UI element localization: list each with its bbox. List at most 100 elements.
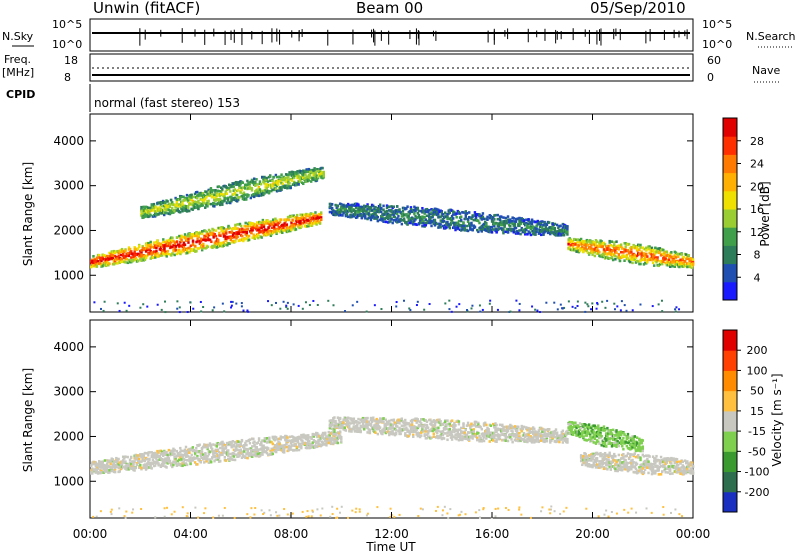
data-cell — [225, 459, 227, 462]
data-cell — [347, 416, 349, 419]
data-cell — [636, 246, 638, 249]
data-cell — [357, 203, 359, 206]
data-cell — [231, 305, 233, 307]
data-cell — [483, 218, 485, 221]
data-cell — [390, 218, 392, 221]
data-cell — [202, 306, 204, 308]
data-cell — [675, 311, 677, 313]
data-cell — [588, 252, 590, 255]
data-cell — [613, 303, 615, 305]
data-cell — [128, 305, 130, 307]
data-cell — [174, 254, 176, 257]
data-cell — [396, 301, 398, 303]
data-cell — [239, 191, 241, 194]
data-cell — [224, 243, 226, 246]
data-cell — [244, 456, 246, 459]
data-cell — [307, 434, 309, 437]
data-cell — [559, 225, 561, 228]
data-cell — [247, 225, 249, 228]
data-cell — [218, 457, 220, 460]
beam-title: Beam 00 — [356, 0, 423, 17]
data-cell — [259, 188, 261, 191]
data-cell — [232, 440, 234, 443]
data-cell — [309, 176, 311, 179]
data-cell — [506, 222, 508, 225]
data-cell — [372, 205, 374, 208]
data-cell — [531, 305, 533, 307]
data-cell — [252, 438, 254, 441]
data-cell — [236, 223, 238, 226]
data-cell — [211, 457, 213, 460]
data-cell — [153, 250, 155, 253]
data-cell — [242, 310, 244, 312]
data-cell — [308, 440, 310, 443]
data-cell — [417, 207, 419, 210]
nsky-trace — [92, 28, 690, 46]
data-cell — [471, 229, 473, 232]
data-cell — [261, 236, 263, 239]
data-cell — [518, 229, 520, 232]
data-cell — [170, 212, 172, 215]
data-cell — [124, 455, 126, 458]
data-cell — [591, 302, 593, 304]
data-cell — [186, 459, 188, 462]
data-cell — [214, 455, 216, 458]
data-cell — [430, 225, 432, 228]
data-cell — [587, 244, 589, 247]
data-cell — [639, 246, 641, 249]
data-cell — [162, 241, 164, 244]
data-cell — [519, 233, 521, 236]
data-cell — [293, 303, 295, 305]
data-cell — [314, 211, 316, 214]
data-cell — [190, 194, 192, 197]
data-cell — [306, 447, 308, 450]
data-cell — [448, 300, 450, 302]
data-cell — [237, 189, 239, 192]
data-cell — [494, 214, 496, 217]
data-cell — [289, 436, 291, 439]
data-cell — [637, 260, 639, 263]
data-cell — [236, 194, 238, 197]
data-cell — [402, 210, 404, 213]
data-cell — [225, 197, 227, 200]
data-cell — [191, 454, 193, 457]
data-cell — [268, 192, 270, 195]
data-cell — [245, 440, 247, 443]
data-cell — [692, 258, 694, 261]
data-cell — [477, 230, 479, 233]
data-cell — [377, 220, 379, 223]
data-cell — [213, 306, 215, 308]
colorbar-swatch — [723, 173, 737, 192]
data-cell — [121, 463, 123, 466]
data-cell — [329, 436, 331, 439]
data-cell — [251, 189, 253, 192]
data-cell — [190, 196, 192, 199]
data-cell — [486, 218, 488, 221]
data-cell — [236, 448, 238, 451]
data-cell — [221, 453, 223, 456]
data-cell — [178, 243, 180, 246]
data-cell — [412, 223, 414, 226]
data-cell — [317, 304, 319, 306]
data-cell — [492, 220, 494, 223]
data-cell — [420, 221, 422, 224]
data-cell — [195, 250, 197, 253]
data-cell — [526, 233, 528, 236]
data-cell — [678, 266, 680, 269]
data-cell — [161, 205, 163, 208]
data-cell — [169, 205, 171, 208]
data-cell — [354, 430, 356, 433]
data-cell — [144, 460, 146, 463]
data-cell — [263, 192, 265, 195]
data-cell — [187, 238, 189, 241]
colorbar-swatch — [723, 282, 737, 301]
data-cell — [264, 446, 266, 449]
data-cell — [214, 458, 216, 461]
data-cell — [675, 256, 677, 259]
data-cell — [586, 303, 588, 305]
data-cell — [175, 249, 177, 252]
data-cell — [200, 301, 202, 303]
data-cell — [164, 453, 166, 456]
data-cell — [210, 203, 212, 206]
data-cell — [172, 203, 174, 206]
